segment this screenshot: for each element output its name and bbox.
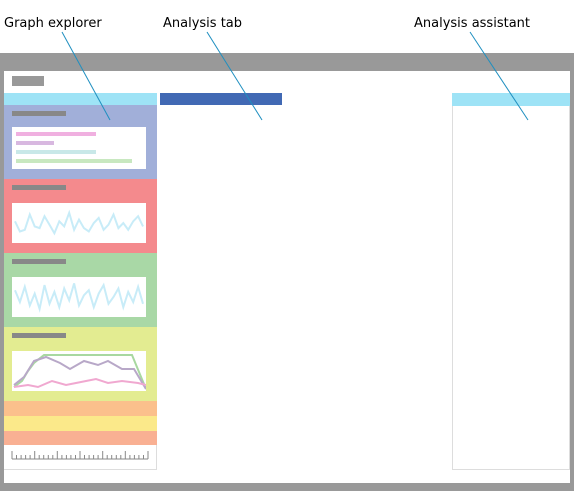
graph-panel-green[interactable]	[4, 253, 157, 327]
graph-explorer-header	[4, 93, 157, 105]
graph-panel-preview	[12, 203, 146, 243]
sparkline-series	[14, 209, 144, 236]
graph-explorer	[4, 93, 157, 470]
explorer-strip-yellow[interactable]	[4, 416, 157, 431]
preview-line-purple	[13, 355, 147, 390]
analysis-assistant	[452, 93, 570, 470]
window-content	[4, 71, 570, 483]
timeline-ruler[interactable]	[10, 449, 150, 463]
graph-panel-title	[12, 185, 66, 190]
application-window	[0, 53, 574, 491]
analysis-tab[interactable]	[160, 93, 282, 105]
explorer-strip-salmon[interactable]	[4, 431, 157, 445]
preview-bar-1	[16, 132, 96, 136]
graph-panel-red[interactable]	[4, 179, 157, 253]
graph-panel-preview	[12, 277, 146, 317]
graph-panel-title	[12, 111, 66, 116]
graph-panel-title	[12, 259, 66, 264]
multi-line-preview	[13, 354, 147, 390]
sparkline-series	[14, 282, 144, 313]
sparkline-preview	[14, 282, 144, 313]
sparkline-preview	[14, 209, 144, 236]
graph-panel-blue[interactable]	[4, 105, 157, 179]
graph-panel-yellow[interactable]	[4, 327, 157, 401]
callout-analysis-assistant: Analysis assistant	[414, 16, 530, 31]
graph-panel-title	[12, 333, 66, 338]
preview-bar-2	[16, 141, 54, 145]
bar-list-preview	[16, 132, 132, 163]
callout-analysis-tab: Analysis tab	[163, 16, 243, 31]
analysis-assistant-header	[452, 93, 570, 106]
window-title-placeholder	[12, 76, 44, 86]
preview-line-pink	[13, 377, 147, 389]
callout-graph-explorer: Graph explorer	[4, 16, 102, 31]
graph-panel-preview	[12, 351, 147, 391]
explorer-strip-orange[interactable]	[4, 401, 157, 416]
graph-panel-preview	[12, 127, 146, 169]
preview-bar-4	[16, 159, 132, 163]
preview-bar-3	[16, 150, 96, 154]
